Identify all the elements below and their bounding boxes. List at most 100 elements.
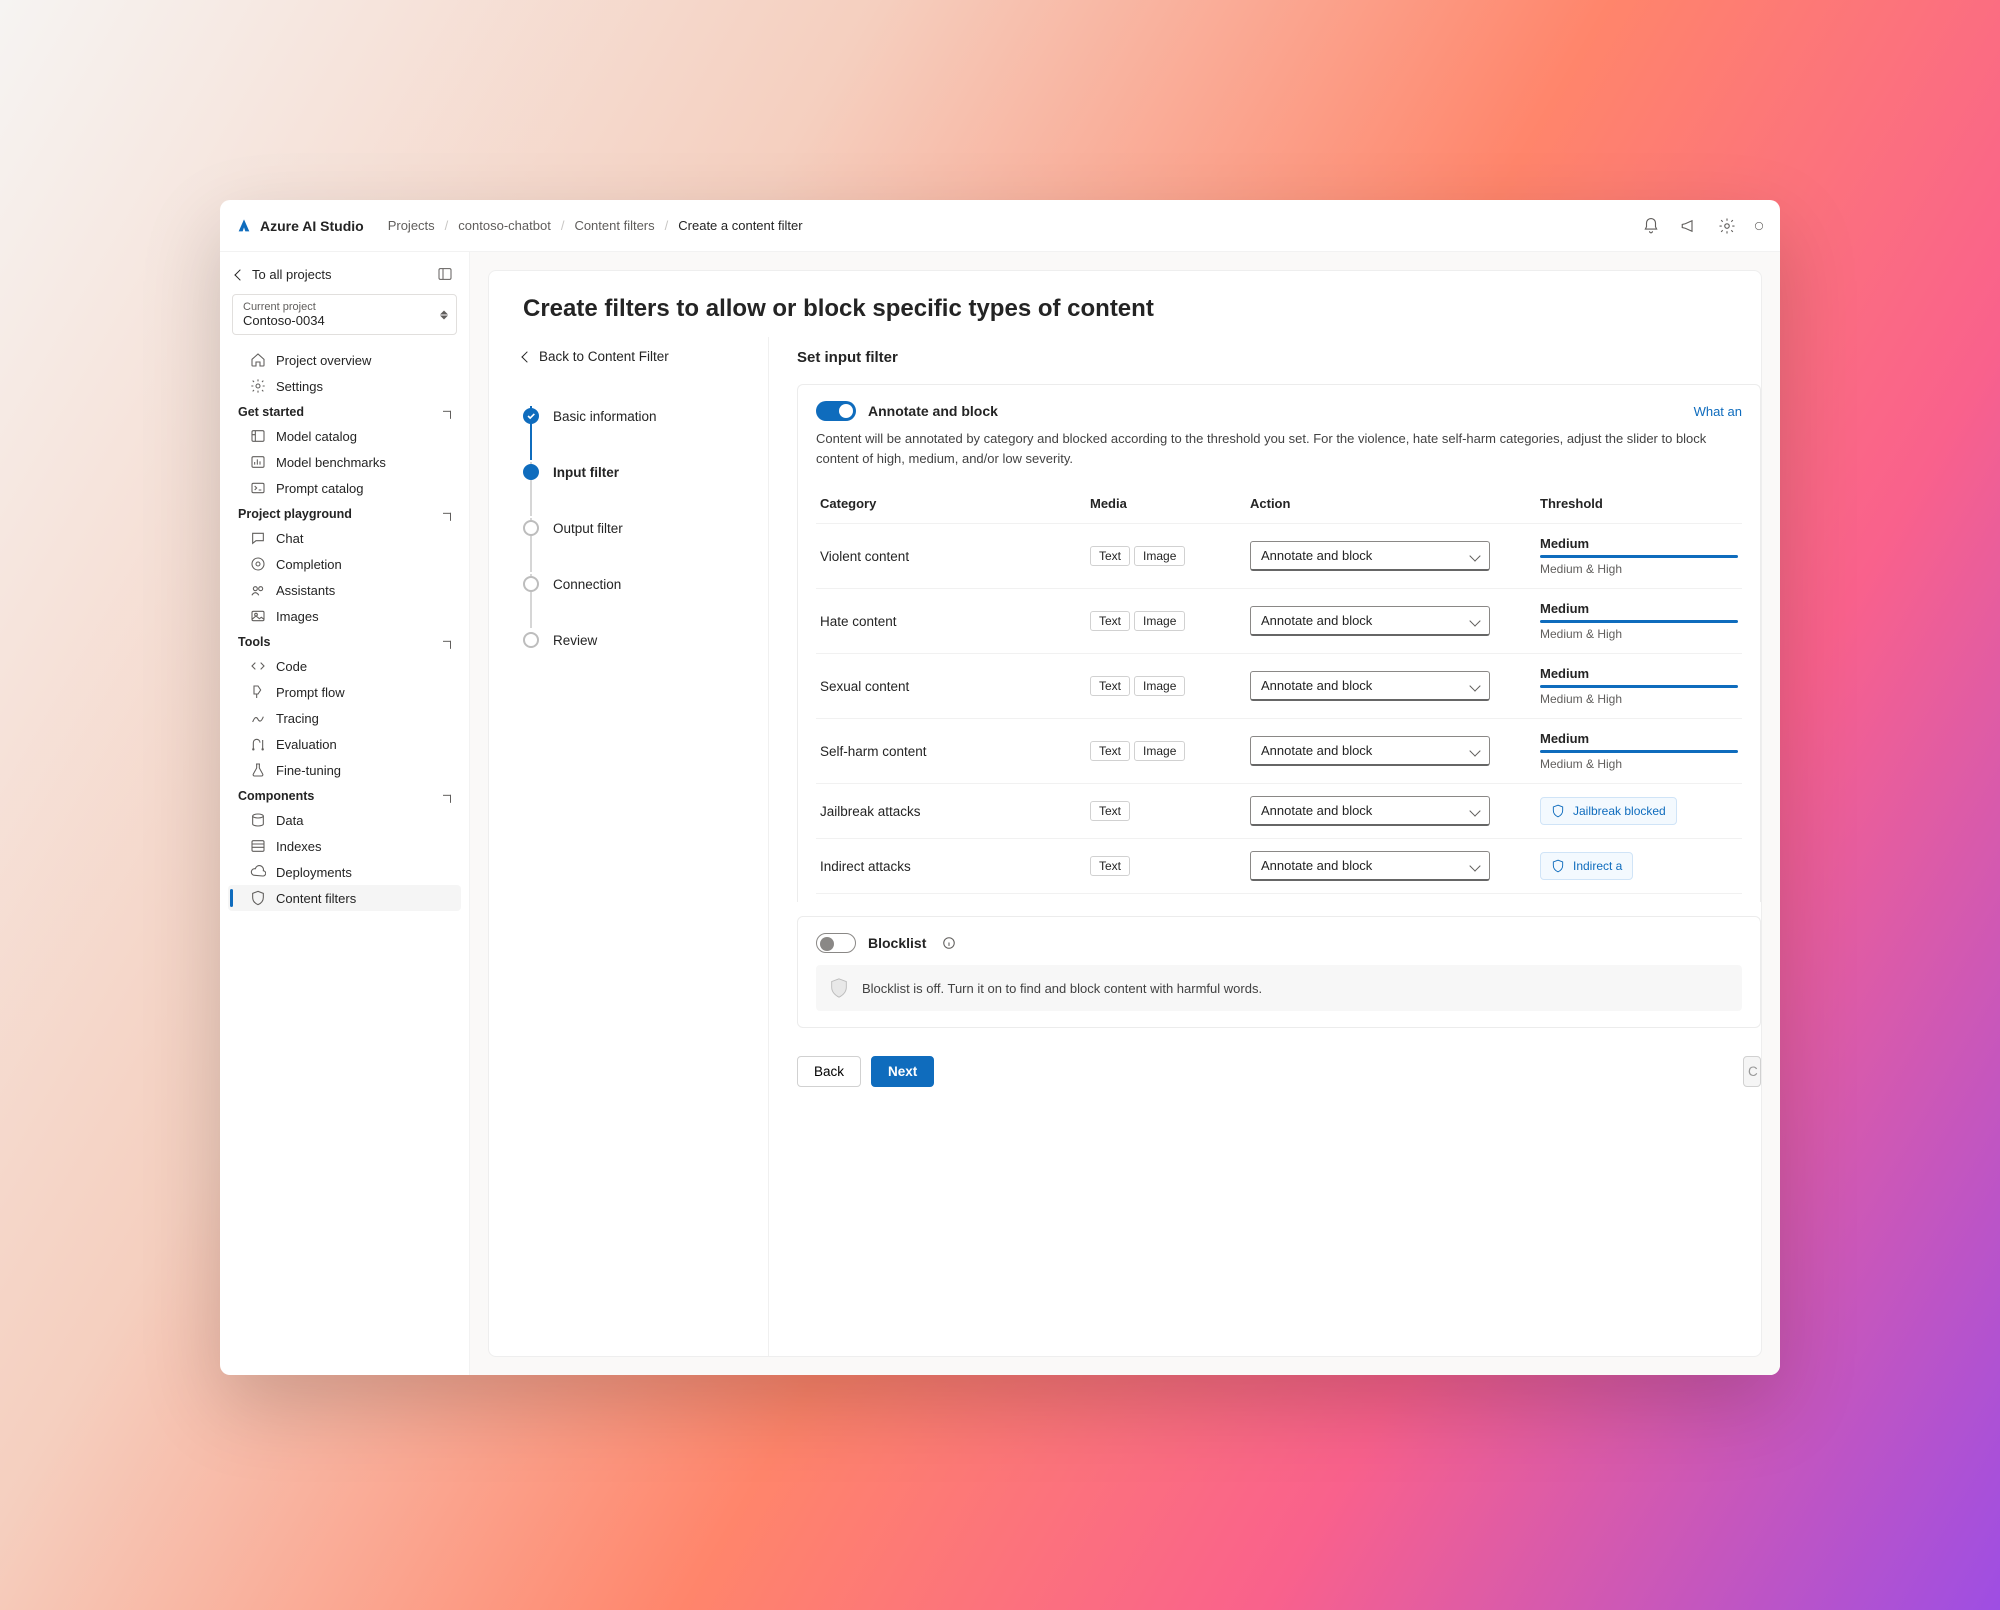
step-label: Basic information <box>553 409 657 424</box>
chevron-down-icon <box>1471 678 1479 693</box>
annotate-toggle[interactable] <box>816 401 856 421</box>
cancel-button[interactable]: C <box>1743 1056 1761 1087</box>
step-dot-icon <box>523 632 539 648</box>
media-chip[interactable]: Image <box>1134 741 1185 761</box>
media-cell: TextImage <box>1090 741 1240 761</box>
sidebar-item-data[interactable]: Data <box>228 807 461 833</box>
sidebar-collapse-icon[interactable] <box>437 266 453 282</box>
step-1[interactable]: Input filter <box>523 444 748 500</box>
sidebar-item-evaluation[interactable]: Evaluation <box>228 731 461 757</box>
sidebar-item-indexes[interactable]: Indexes <box>228 833 461 859</box>
step-2[interactable]: Output filter <box>523 500 748 556</box>
media-chip[interactable]: Text <box>1090 741 1130 761</box>
action-select[interactable]: Annotate and block <box>1250 606 1490 636</box>
action-select[interactable]: Annotate and block <box>1250 541 1490 571</box>
sidebar-item-label: Evaluation <box>276 737 337 752</box>
what-link[interactable]: What an <box>1694 404 1742 419</box>
crumb-0[interactable]: Projects <box>388 218 435 233</box>
sidebar-item-catalog[interactable]: Model catalog <box>228 423 461 449</box>
nav-group-header[interactable]: Components <box>228 783 461 807</box>
panel-header: Create filters to allow or block specifi… <box>489 271 1761 337</box>
sidebar-item-chart[interactable]: Model benchmarks <box>228 449 461 475</box>
media-chip[interactable]: Image <box>1134 546 1185 566</box>
shield-pill: Jailbreak blocked <box>1540 797 1677 825</box>
threshold-cell[interactable]: MediumMedium & High <box>1540 601 1738 641</box>
media-chip[interactable]: Text <box>1090 546 1130 566</box>
back-to-content-filter[interactable]: Back to Content Filter <box>523 349 748 364</box>
sidebar-item-label: Fine-tuning <box>276 763 341 778</box>
sidebar-item-images[interactable]: Images <box>228 603 461 629</box>
megaphone-icon[interactable] <box>1678 215 1700 237</box>
chevron-down-icon <box>1471 743 1479 758</box>
sidebar-item-chat[interactable]: Chat <box>228 525 461 551</box>
media-chip[interactable]: Text <box>1090 611 1130 631</box>
sidebar-item-label: Model catalog <box>276 429 357 444</box>
blocklist-message-text: Blocklist is off. Turn it on to find and… <box>862 981 1262 996</box>
media-chip[interactable]: Image <box>1134 611 1185 631</box>
chevron-down-icon <box>439 637 455 653</box>
media-chip[interactable]: Image <box>1134 676 1185 696</box>
step-0[interactable]: Basic information <box>523 388 748 444</box>
step-dot-icon <box>523 408 539 424</box>
step-label: Connection <box>553 577 621 592</box>
sidebar-item-deploy[interactable]: Deployments <box>228 859 461 885</box>
sidebar-item-label: Images <box>276 609 319 624</box>
threshold-cell[interactable]: MediumMedium & High <box>1540 666 1738 706</box>
media-chip[interactable]: Text <box>1090 856 1130 876</box>
brand[interactable]: Azure AI Studio <box>236 218 364 234</box>
step-3[interactable]: Connection <box>523 556 748 612</box>
prompt-icon <box>250 480 266 496</box>
crumb-2[interactable]: Content filters <box>574 218 654 233</box>
bell-icon[interactable] <box>1640 215 1662 237</box>
back-button[interactable]: Back <box>797 1056 861 1087</box>
stepper: Back to Content Filter Basic information… <box>489 337 769 1356</box>
gear-icon[interactable] <box>1716 215 1738 237</box>
sidebar-item-label: Assistants <box>276 583 335 598</box>
sidebar-item-assistants[interactable]: Assistants <box>228 577 461 603</box>
topbar: Azure AI Studio Projects/ contoso-chatbo… <box>220 200 1780 252</box>
next-button[interactable]: Next <box>871 1056 934 1087</box>
threshold-cell[interactable]: MediumMedium & High <box>1540 536 1738 576</box>
nav-group-header[interactable]: Tools <box>228 629 461 653</box>
sidebar-item-shield[interactable]: Content filters <box>228 885 461 911</box>
project-selector[interactable]: Current project Contoso-0034 <box>232 294 457 335</box>
sidebar-item-flow[interactable]: Prompt flow <box>228 679 461 705</box>
nav-group-header[interactable]: Project playground <box>228 501 461 525</box>
to-all-projects[interactable]: To all projects <box>228 262 461 286</box>
blocklist-label: Blocklist <box>868 935 926 951</box>
blocklist-message: Blocklist is off. Turn it on to find and… <box>816 965 1742 1011</box>
help-icon[interactable] <box>1754 215 1764 237</box>
media-chip[interactable]: Text <box>1090 676 1130 696</box>
table-row: Hate contentTextImageAnnotate and blockM… <box>816 589 1742 654</box>
tracing-icon <box>250 710 266 726</box>
nav-group-header[interactable]: Get started <box>228 399 461 423</box>
action-select[interactable]: Annotate and block <box>1250 851 1490 881</box>
project-value: Contoso-0034 <box>243 313 446 328</box>
assistants-icon <box>250 582 266 598</box>
action-select[interactable]: Annotate and block <box>1250 736 1490 766</box>
info-icon[interactable] <box>942 936 956 950</box>
sidebar-item-code[interactable]: Code <box>228 653 461 679</box>
sidebar-item-flask[interactable]: Fine-tuning <box>228 757 461 783</box>
crumb-1[interactable]: contoso-chatbot <box>458 218 551 233</box>
col-category: Category <box>820 496 1080 511</box>
footer-buttons: Back Next C <box>797 1042 1761 1109</box>
media-chip[interactable]: Text <box>1090 801 1130 821</box>
media-cell: Text <box>1090 856 1240 876</box>
media-cell: TextImage <box>1090 676 1240 696</box>
chevron-down-icon <box>439 791 455 807</box>
chevron-down-icon <box>439 407 455 423</box>
step-4[interactable]: Review <box>523 612 748 668</box>
sidebar: To all projects Current project Contoso-… <box>220 252 470 1375</box>
action-select[interactable]: Annotate and block <box>1250 796 1490 826</box>
sidebar-item-tracing[interactable]: Tracing <box>228 705 461 731</box>
blocklist-toggle[interactable] <box>816 933 856 953</box>
sidebar-item-gear[interactable]: Settings <box>228 373 461 399</box>
category-cell: Sexual content <box>820 679 1080 694</box>
threshold-cell[interactable]: MediumMedium & High <box>1540 731 1738 771</box>
sidebar-item-prompt[interactable]: Prompt catalog <box>228 475 461 501</box>
step-dot-icon <box>523 576 539 592</box>
sidebar-item-completion[interactable]: Completion <box>228 551 461 577</box>
action-select[interactable]: Annotate and block <box>1250 671 1490 701</box>
sidebar-item-home[interactable]: Project overview <box>228 347 461 373</box>
